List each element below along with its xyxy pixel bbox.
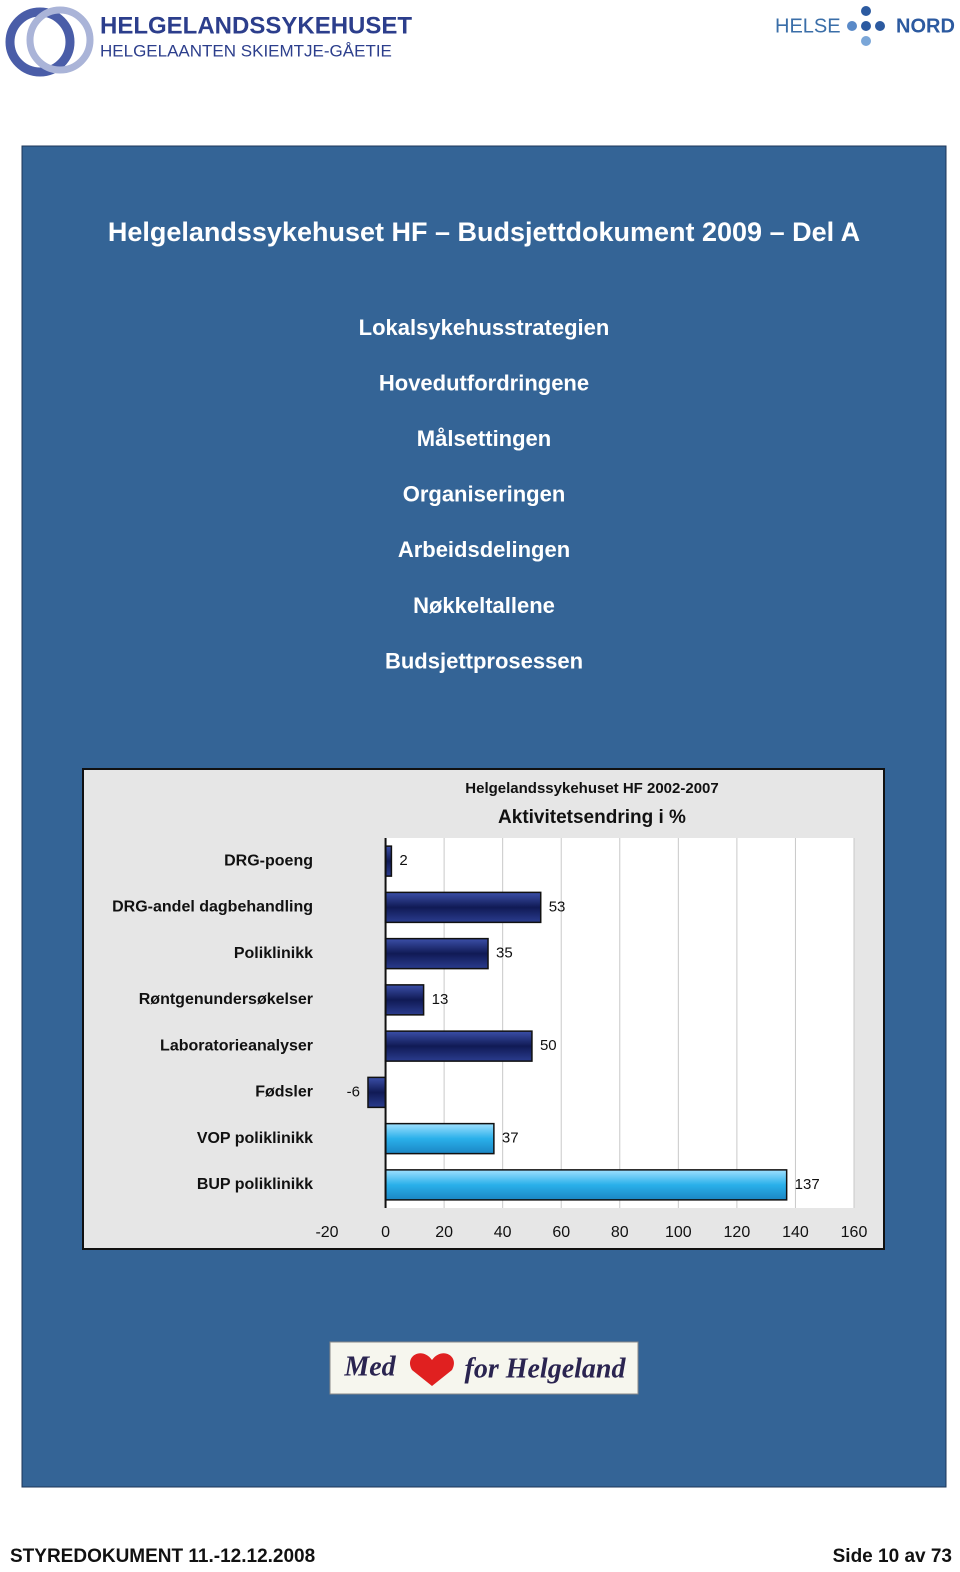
y-tick-label: Fødsler (255, 1084, 313, 1101)
value-label: 2 (399, 852, 407, 869)
menu-item: Budsjettprosessen (385, 648, 583, 673)
y-tick-label: DRG-andel dagbehandling (112, 899, 313, 916)
x-tick-label: 100 (665, 1224, 692, 1241)
bar (384, 891, 542, 924)
menu-item: Arbeidsdelingen (398, 537, 570, 562)
y-tick-label: DRG-poeng (224, 852, 313, 869)
value-label: 37 (502, 1130, 519, 1147)
heart-icon (410, 1353, 454, 1386)
logo-text: HELSE (775, 15, 841, 37)
logo-left: HELGELANDSSYKEHUSET HELGELAANTEN SKIEMTJ… (5, 6, 412, 77)
value-label: -6 (347, 1083, 360, 1100)
x-tick-label: 160 (841, 1224, 868, 1241)
x-tick-label: 40 (494, 1224, 512, 1241)
footer-left: STYREDOKUMENT 11.-12.12.2008 (10, 1546, 315, 1567)
bar (384, 1122, 495, 1155)
value-label: 35 (496, 945, 513, 962)
bar (384, 937, 489, 970)
slogan-word: Med (343, 1351, 396, 1382)
footer-right: Side 10 av 73 (833, 1546, 952, 1567)
slogan-logo (329, 1341, 639, 1395)
value-label: 50 (540, 1037, 557, 1054)
chart-subtitle: Aktivitetsendring i % (498, 807, 686, 828)
bar (384, 1030, 533, 1062)
x-tick-label: 140 (782, 1224, 809, 1241)
x-tick-label: 120 (724, 1224, 751, 1241)
y-tick-label: Røntgenundersøkelser (139, 991, 313, 1008)
bar (367, 1076, 387, 1109)
chart-title: Helgelandssykehuset HF 2002-2007 (465, 780, 718, 797)
value-label: 53 (549, 898, 566, 915)
value-label: 13 (432, 991, 449, 1008)
slogan-word: for Helgeland (465, 1353, 627, 1384)
x-tick-label: 60 (552, 1224, 570, 1241)
menu-item: Lokalsykehusstrategien (359, 315, 610, 340)
value-label: 137 (795, 1176, 820, 1193)
y-tick-label: VOP poliklinikk (197, 1130, 313, 1147)
cover-title: Helgelandssykehuset HF – Budsjettdokumen… (108, 217, 860, 247)
menu-item: Organiseringen (403, 482, 566, 507)
logo-text: NORD (896, 15, 955, 37)
bar (384, 1169, 788, 1201)
x-tick-label: 80 (611, 1224, 629, 1241)
menu-item: Målsettingen (417, 426, 551, 451)
menu-item: Nøkkeltallene (413, 593, 555, 618)
y-tick-label: Poliklinikk (234, 945, 313, 962)
menu-item: Hovedutfordringene (379, 370, 589, 395)
bar (384, 984, 425, 1016)
x-tick-label: 0 (381, 1224, 390, 1241)
logo-right: HELSE NORD (775, 6, 955, 46)
logo-text: HELGELAANTEN SKIEMTJE-GÅETIE (100, 41, 392, 60)
y-tick-label: Laboratorieanalyser (160, 1037, 313, 1054)
x-tick-label: -20 (315, 1224, 338, 1241)
y-tick-label: BUP poliklinikk (197, 1176, 313, 1193)
logo-text: HELGELANDSSYKEHUSET (100, 12, 412, 39)
x-tick-label: 20 (435, 1224, 453, 1241)
